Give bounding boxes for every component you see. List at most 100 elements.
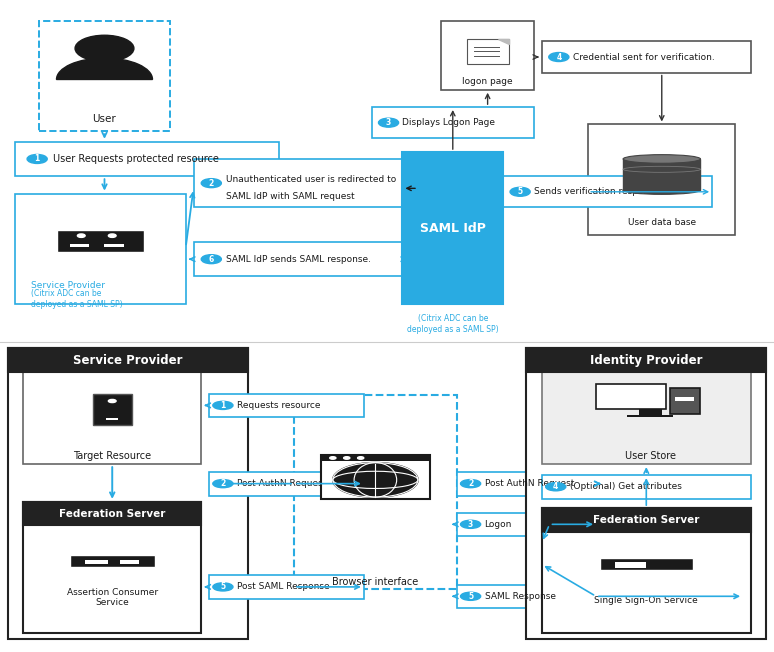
FancyBboxPatch shape <box>457 585 580 608</box>
FancyBboxPatch shape <box>194 159 418 207</box>
Text: 5: 5 <box>518 187 522 196</box>
Text: Browser interface: Browser interface <box>332 576 419 587</box>
FancyBboxPatch shape <box>457 472 596 496</box>
FancyBboxPatch shape <box>294 395 457 589</box>
Circle shape <box>201 179 221 188</box>
Bar <box>623 159 700 190</box>
FancyBboxPatch shape <box>15 141 279 176</box>
FancyBboxPatch shape <box>600 558 693 570</box>
Text: 4: 4 <box>557 53 561 61</box>
Circle shape <box>213 480 233 488</box>
FancyBboxPatch shape <box>70 555 155 567</box>
FancyBboxPatch shape <box>93 394 132 425</box>
Text: (Citrix ADC can be
deployed as a SAML SP): (Citrix ADC can be deployed as a SAML SP… <box>407 314 498 334</box>
FancyBboxPatch shape <box>194 242 410 276</box>
Circle shape <box>344 456 350 459</box>
Circle shape <box>333 463 418 497</box>
Text: Post SAML Response: Post SAML Response <box>237 582 330 591</box>
Text: 6: 6 <box>209 255 214 263</box>
Text: 2: 2 <box>468 479 473 488</box>
Text: 3: 3 <box>468 520 473 529</box>
Bar <box>104 244 124 247</box>
FancyBboxPatch shape <box>39 21 170 131</box>
Circle shape <box>378 118 399 127</box>
FancyBboxPatch shape <box>8 348 248 372</box>
Text: Assertion Consumer
Service: Assertion Consumer Service <box>67 587 158 607</box>
Circle shape <box>213 583 233 591</box>
Text: Credential sent for verification.: Credential sent for verification. <box>573 53 714 61</box>
FancyBboxPatch shape <box>321 455 430 499</box>
FancyBboxPatch shape <box>670 387 700 414</box>
Text: Federation Server: Federation Server <box>593 515 700 525</box>
Bar <box>675 397 694 401</box>
FancyBboxPatch shape <box>402 152 503 304</box>
Text: (Optional) Get attributes: (Optional) Get attributes <box>570 482 682 491</box>
Text: Post AuthN Request: Post AuthN Request <box>485 479 574 488</box>
Text: User Requests protected resource: User Requests protected resource <box>53 154 218 164</box>
Text: Federation Server: Federation Server <box>59 509 166 518</box>
FancyBboxPatch shape <box>542 508 751 531</box>
Text: User Store: User Store <box>625 451 676 462</box>
Bar <box>639 409 662 416</box>
FancyBboxPatch shape <box>23 502 201 526</box>
Text: logon page: logon page <box>462 77 513 85</box>
FancyBboxPatch shape <box>542 508 751 633</box>
FancyBboxPatch shape <box>542 475 751 499</box>
Text: 3: 3 <box>386 118 391 127</box>
FancyBboxPatch shape <box>23 370 201 464</box>
Circle shape <box>27 155 47 164</box>
FancyBboxPatch shape <box>23 502 201 633</box>
Text: 2: 2 <box>209 179 214 188</box>
Text: Target Resource: Target Resource <box>74 451 151 462</box>
Text: Logon: Logon <box>485 520 512 529</box>
Bar <box>106 418 118 421</box>
Text: SAML IdP: SAML IdP <box>420 222 486 235</box>
Polygon shape <box>498 39 509 44</box>
Text: Service Provider: Service Provider <box>31 280 105 289</box>
Text: 2: 2 <box>221 479 225 488</box>
FancyBboxPatch shape <box>457 512 550 536</box>
Circle shape <box>546 482 566 491</box>
FancyBboxPatch shape <box>57 230 144 252</box>
Text: 1: 1 <box>221 401 225 410</box>
Bar <box>321 455 430 461</box>
Circle shape <box>461 520 481 528</box>
Circle shape <box>461 592 481 600</box>
Text: Post AuthN Request: Post AuthN Request <box>237 479 326 488</box>
FancyBboxPatch shape <box>542 367 751 464</box>
Text: Requests resource: Requests resource <box>237 401 320 410</box>
Bar <box>85 559 108 565</box>
Circle shape <box>213 402 233 409</box>
FancyBboxPatch shape <box>441 21 534 90</box>
Text: 4: 4 <box>553 482 558 491</box>
Text: SAML Response: SAML Response <box>485 592 556 600</box>
Circle shape <box>358 456 364 459</box>
Circle shape <box>75 35 134 61</box>
Ellipse shape <box>623 186 700 194</box>
Text: 5: 5 <box>221 582 225 591</box>
FancyBboxPatch shape <box>588 125 735 235</box>
Bar <box>120 559 139 565</box>
FancyBboxPatch shape <box>209 472 364 496</box>
Text: Identity Provider: Identity Provider <box>590 353 703 366</box>
Bar <box>615 563 646 567</box>
Ellipse shape <box>623 155 700 163</box>
Text: Displays Logon Page: Displays Logon Page <box>402 118 495 127</box>
FancyBboxPatch shape <box>526 348 766 372</box>
FancyBboxPatch shape <box>209 394 364 417</box>
Bar <box>627 415 673 417</box>
Circle shape <box>461 480 481 488</box>
FancyBboxPatch shape <box>542 42 751 72</box>
FancyBboxPatch shape <box>209 575 364 599</box>
FancyBboxPatch shape <box>467 39 509 64</box>
FancyBboxPatch shape <box>596 385 666 409</box>
Text: Unauthenticated user is redirected to: Unauthenticated user is redirected to <box>226 175 396 185</box>
Text: SAML IdP with SAML request: SAML IdP with SAML request <box>226 192 354 201</box>
Text: 1: 1 <box>35 155 39 164</box>
Circle shape <box>510 187 530 196</box>
FancyBboxPatch shape <box>526 348 766 640</box>
FancyBboxPatch shape <box>15 194 186 304</box>
FancyBboxPatch shape <box>8 348 248 640</box>
Bar <box>70 244 89 247</box>
Text: User: User <box>93 114 116 125</box>
